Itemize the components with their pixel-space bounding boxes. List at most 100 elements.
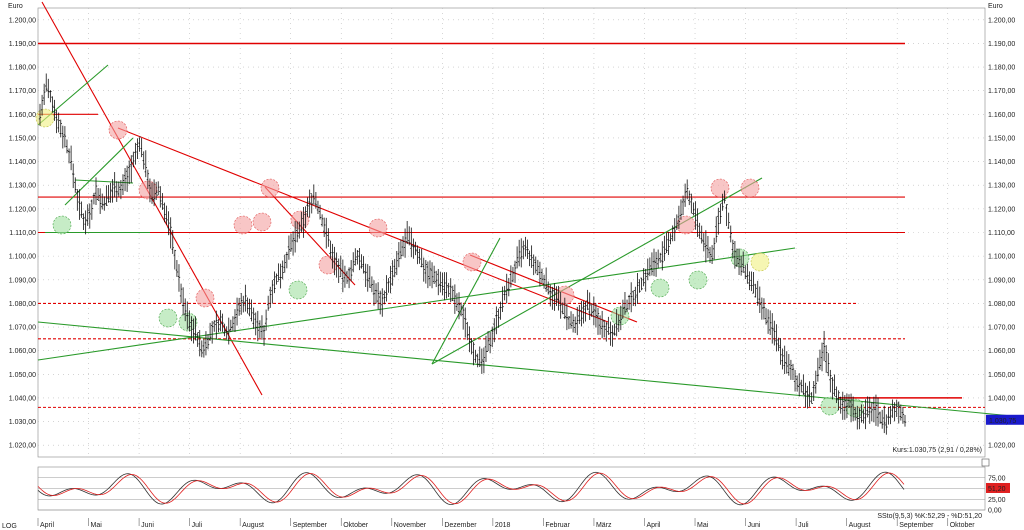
x-tick-label: Mai — [91, 522, 103, 529]
pattern-marker — [462, 252, 482, 272]
pattern-marker — [195, 288, 215, 308]
x-tick-label: April — [646, 522, 660, 529]
y-tick-label-left: 1.160,00 — [9, 112, 36, 119]
y-tick-label-left: 1.190,00 — [9, 41, 36, 48]
oscillator-d-line — [37, 472, 905, 505]
pattern-marker — [35, 108, 55, 128]
pattern-marker — [750, 252, 770, 272]
footer-price-label: Kurs:1.030,75 (2,91 / 0,28%) — [893, 447, 983, 454]
price-bars — [38, 73, 907, 435]
y-tick-label-left: 1.130,00 — [9, 183, 36, 190]
x-tick-label: September — [899, 522, 934, 529]
y-tick-label-left: 1.110,00 — [9, 230, 36, 237]
pattern-marker — [610, 306, 630, 326]
pattern-marker — [676, 215, 696, 235]
y-tick-label-right: 1.110,00 — [988, 230, 1015, 237]
horizontal-levels — [38, 42, 985, 408]
pattern-marker — [688, 270, 708, 290]
trend-line — [37, 321, 1013, 417]
pattern-marker — [178, 312, 198, 332]
x-tick-label: August — [242, 522, 264, 529]
y-tick-label-right: 1.100,00 — [988, 254, 1015, 261]
x-tick-label: Juni — [748, 522, 761, 529]
pattern-marker — [108, 120, 128, 140]
y-tick-label-left: 1.070,00 — [9, 325, 36, 332]
x-tick-label: März — [596, 522, 612, 529]
last-price-box — [986, 414, 1024, 425]
y-tick-label-right: 1.080,00 — [988, 301, 1015, 308]
x-tick-label: Dezember — [444, 522, 477, 529]
pattern-marker — [52, 215, 72, 235]
y-tick-label-left: 1.030,00 — [9, 419, 36, 426]
pattern-marker — [710, 178, 730, 198]
x-tick-label: Oktober — [343, 522, 369, 529]
x-tick-label: Juli — [192, 522, 203, 529]
y-tick-label-left: 1.020,00 — [9, 443, 36, 450]
oscillator-k-line — [37, 471, 905, 506]
y-tick-label-left: 1.170,00 — [9, 88, 36, 95]
y-tick-label-left: 1.100,00 — [9, 254, 36, 261]
y-tick-label-right: 1.160,00 — [988, 112, 1015, 119]
x-tick-label: September — [293, 522, 328, 529]
pattern-marker — [260, 178, 280, 198]
trend-line — [469, 254, 638, 323]
y-tick-label-right: 1.180,00 — [988, 65, 1015, 72]
y-tick-label-right: 1.130,00 — [988, 183, 1015, 190]
oscillator-tick-label: 25,00 — [988, 497, 1006, 504]
oscillator-value-label: 51,20 — [988, 486, 1006, 493]
trend-line — [117, 127, 609, 323]
x-tick-label: Juni — [141, 522, 154, 529]
y-tick-label-right: 1.090,00 — [988, 277, 1015, 284]
y-tick-label-right: 1.200,00 — [988, 17, 1015, 24]
y-tick-label-right: 1.120,00 — [988, 206, 1015, 213]
y-tick-label-right: 1.060,00 — [988, 348, 1015, 355]
x-tick-label: August — [849, 522, 871, 529]
trend-line — [64, 137, 134, 206]
scale-label: LOG — [2, 523, 17, 530]
y-tick-label-right: 1.070,00 — [988, 325, 1015, 332]
y-tick-label-left: 1.200,00 — [9, 17, 36, 24]
y-tick-label-right: 1.190,00 — [988, 41, 1015, 48]
last-price-label: 1.030,75 — [989, 418, 1016, 425]
y-axis-left: 1.020,00 1.030,00 1.040,00 1.050,00 1.060,00… — [8, 3, 36, 450]
y-tick-label-left: 1.180,00 — [9, 65, 36, 72]
y-tick-label-left: 1.090,00 — [9, 277, 36, 284]
oscillator-label: SSto(9,5,3) %K:52,29 - %D:51,20 — [877, 513, 982, 520]
y-unit-left: Euro — [8, 3, 23, 10]
x-tick-label: November — [394, 522, 427, 529]
pattern-marker — [252, 212, 272, 232]
y-tick-label-left: 1.060,00 — [9, 348, 36, 355]
y-tick-label-left: 1.120,00 — [9, 206, 36, 213]
y-tick-label-left: 1.040,00 — [9, 395, 36, 402]
y-tick-label-left: 1.080,00 — [9, 301, 36, 308]
pattern-marker — [740, 178, 760, 198]
y-tick-label-left: 1.050,00 — [9, 372, 36, 379]
y-tick-label-right: 1.050,00 — [988, 372, 1015, 379]
pattern-marker — [158, 308, 178, 328]
x-tick-label: Mai — [697, 522, 709, 529]
trend-line — [431, 237, 501, 365]
y-tick-label-left: 1.150,00 — [9, 135, 36, 142]
oscillator-tick-label: 75,00 — [988, 475, 1006, 482]
y-tick-label-right: 1.040,00 — [988, 395, 1015, 402]
oscillator-value-box — [986, 482, 1010, 493]
trend-line — [37, 247, 796, 361]
x-axis: April Mai Juni Juli August September Oktober No… — [37, 518, 975, 529]
y-axis-right: 1.020,001.030,001.040,001.050,001.060,00… — [988, 3, 1015, 450]
trend-line — [264, 186, 356, 286]
trend-lines — [37, 1, 1013, 417]
y-tick-label-right: 1.140,00 — [988, 159, 1015, 166]
x-tick-label: Juli — [798, 522, 809, 529]
close-icon — [981, 458, 990, 467]
y-unit-right: Euro — [988, 3, 1003, 10]
oscillator-tick-label: 0,00 — [988, 508, 1002, 515]
x-tick-label: Februar — [545, 522, 570, 529]
y-tick-label-right: 1.170,00 — [988, 88, 1015, 95]
pattern-marker — [650, 278, 670, 298]
pattern-marker — [288, 280, 308, 300]
y-tick-label-left: 1.140,00 — [9, 159, 36, 166]
pattern-marker — [368, 218, 388, 238]
